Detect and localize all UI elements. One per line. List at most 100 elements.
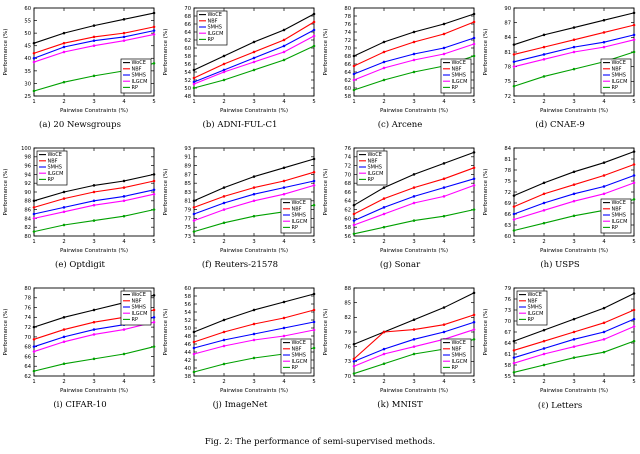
svg-text:55: 55 <box>504 374 511 380</box>
svg-text:78: 78 <box>344 14 351 20</box>
svg-text:48: 48 <box>184 334 191 340</box>
panel-caption: (b) ADNI-FUL-C1 <box>202 120 278 130</box>
svg-text:RP: RP <box>292 365 299 371</box>
svg-text:50: 50 <box>24 31 31 37</box>
plot-area: 62 64 66 68 70 72 74 76 78 80 1 2 3 4 5 Pairwise Constr… <box>0 280 160 402</box>
svg-text:77: 77 <box>184 216 191 222</box>
svg-text:ILGCM: ILGCM <box>528 311 544 317</box>
svg-text:5: 5 <box>152 379 155 385</box>
svg-text:SMHS: SMHS <box>132 305 146 311</box>
svg-text:NBF: NBF <box>292 346 302 352</box>
svg-text:3: 3 <box>572 99 575 105</box>
svg-text:3: 3 <box>92 99 95 105</box>
svg-text:4: 4 <box>282 99 286 105</box>
svg-text:81: 81 <box>504 50 511 56</box>
svg-text:SMHS: SMHS <box>132 73 146 79</box>
chart-panel-d: 72 75 78 81 84 87 90 1 2 3 4 5 Pairwise Constraints … <box>480 0 640 140</box>
svg-text:1: 1 <box>352 379 355 385</box>
svg-text:85: 85 <box>344 301 351 307</box>
svg-text:79: 79 <box>504 286 511 292</box>
svg-text:62: 62 <box>344 208 351 214</box>
chart-panel-c: 58 60 62 64 66 68 70 72 74 76 78 80 1 2 3 4 5 Pairwise Co… <box>320 0 480 140</box>
svg-text:SMHS: SMHS <box>528 305 542 311</box>
svg-text:NBF: NBF <box>368 158 378 164</box>
svg-text:NBF: NBF <box>452 66 462 72</box>
svg-text:5: 5 <box>312 379 315 385</box>
svg-text:76: 76 <box>24 305 31 311</box>
svg-text:Performance (%): Performance (%) <box>323 309 329 356</box>
svg-text:Pairwise Constraints (%): Pairwise Constraints (%) <box>220 248 288 254</box>
svg-text:4: 4 <box>122 99 126 105</box>
svg-text:3: 3 <box>412 239 415 245</box>
svg-text:78: 78 <box>504 168 511 174</box>
svg-text:78: 78 <box>504 65 511 71</box>
svg-text:74: 74 <box>344 155 351 161</box>
svg-text:1: 1 <box>192 379 195 385</box>
svg-text:86: 86 <box>24 208 31 214</box>
svg-text:4: 4 <box>282 379 286 385</box>
svg-text:RP: RP <box>452 85 459 91</box>
svg-text:3: 3 <box>92 239 95 245</box>
plot-area: 56 58 60 62 64 66 68 70 72 74 76 1 2 3 4 5 Pairwise Cons… <box>320 140 480 262</box>
svg-text:76: 76 <box>344 22 351 28</box>
svg-text:1: 1 <box>512 379 515 385</box>
svg-text:ILGCM: ILGCM <box>452 359 468 365</box>
chart-panel-k: 70 73 76 79 82 85 88 1 2 3 4 5 Pairwise Constraints … <box>320 280 480 420</box>
svg-text:4: 4 <box>442 99 446 105</box>
svg-text:72: 72 <box>344 38 351 44</box>
svg-text:42: 42 <box>184 358 191 364</box>
svg-text:4: 4 <box>282 239 286 245</box>
svg-text:ILGCM: ILGCM <box>208 31 224 37</box>
svg-text:4: 4 <box>602 239 606 245</box>
svg-text:Pairwise Constraints (%): Pairwise Constraints (%) <box>60 108 128 114</box>
svg-text:92: 92 <box>24 181 31 187</box>
svg-text:1: 1 <box>192 239 195 245</box>
svg-text:66: 66 <box>24 354 31 360</box>
svg-text:82: 82 <box>344 315 351 321</box>
svg-text:3: 3 <box>572 379 575 385</box>
chart-panel-j: 38 40 42 44 46 48 50 52 54 56 58 60 1 2 3 4 5 Pairwise Co… <box>160 280 320 420</box>
svg-text:Performance (%): Performance (%) <box>163 169 169 216</box>
svg-text:54: 54 <box>184 310 191 316</box>
svg-text:50: 50 <box>184 326 191 332</box>
svg-text:WoCE: WoCE <box>612 60 626 66</box>
svg-text:60: 60 <box>24 6 31 12</box>
svg-text:89: 89 <box>184 164 191 170</box>
svg-text:46: 46 <box>184 342 191 348</box>
panel-caption: (h) USPS <box>540 260 580 270</box>
svg-text:75: 75 <box>504 179 511 185</box>
svg-text:76: 76 <box>344 146 351 152</box>
svg-text:4: 4 <box>602 99 606 105</box>
plot-area: 80 82 84 86 88 90 92 94 96 98 100 1 2 3 4 5 Pairwise Con… <box>0 140 160 262</box>
svg-text:NBF: NBF <box>292 206 302 212</box>
svg-text:70: 70 <box>184 6 191 12</box>
svg-text:4: 4 <box>442 379 446 385</box>
svg-text:60: 60 <box>184 286 191 292</box>
svg-text:SMHS: SMHS <box>612 73 626 79</box>
svg-text:84: 84 <box>504 35 511 41</box>
svg-text:82: 82 <box>24 225 31 231</box>
svg-text:WoCE: WoCE <box>528 292 542 298</box>
svg-text:96: 96 <box>24 164 31 170</box>
svg-text:Pairwise Constraints (%): Pairwise Constraints (%) <box>220 388 288 394</box>
svg-text:RP: RP <box>292 225 299 231</box>
svg-text:Performance (%): Performance (%) <box>323 169 329 216</box>
panel-grid: 25 30 35 40 45 50 55 60 1 2 3 4 5 Pairwise Constraint… <box>0 0 640 420</box>
svg-text:WoCE: WoCE <box>612 200 626 206</box>
svg-text:70: 70 <box>344 172 351 178</box>
svg-text:100: 100 <box>21 146 31 152</box>
svg-text:54: 54 <box>184 70 191 76</box>
svg-text:58: 58 <box>344 225 351 231</box>
svg-text:RP: RP <box>528 317 535 323</box>
svg-text:58: 58 <box>344 94 351 100</box>
svg-text:75: 75 <box>504 79 511 85</box>
svg-text:NBF: NBF <box>612 66 622 72</box>
svg-text:1: 1 <box>192 99 195 105</box>
svg-text:4: 4 <box>442 239 446 245</box>
svg-text:ILGCM: ILGCM <box>368 171 384 177</box>
svg-text:64: 64 <box>24 364 31 370</box>
svg-text:52: 52 <box>184 78 191 84</box>
svg-text:ILGCM: ILGCM <box>292 219 308 225</box>
svg-text:5: 5 <box>632 379 635 385</box>
svg-text:2: 2 <box>542 239 545 245</box>
